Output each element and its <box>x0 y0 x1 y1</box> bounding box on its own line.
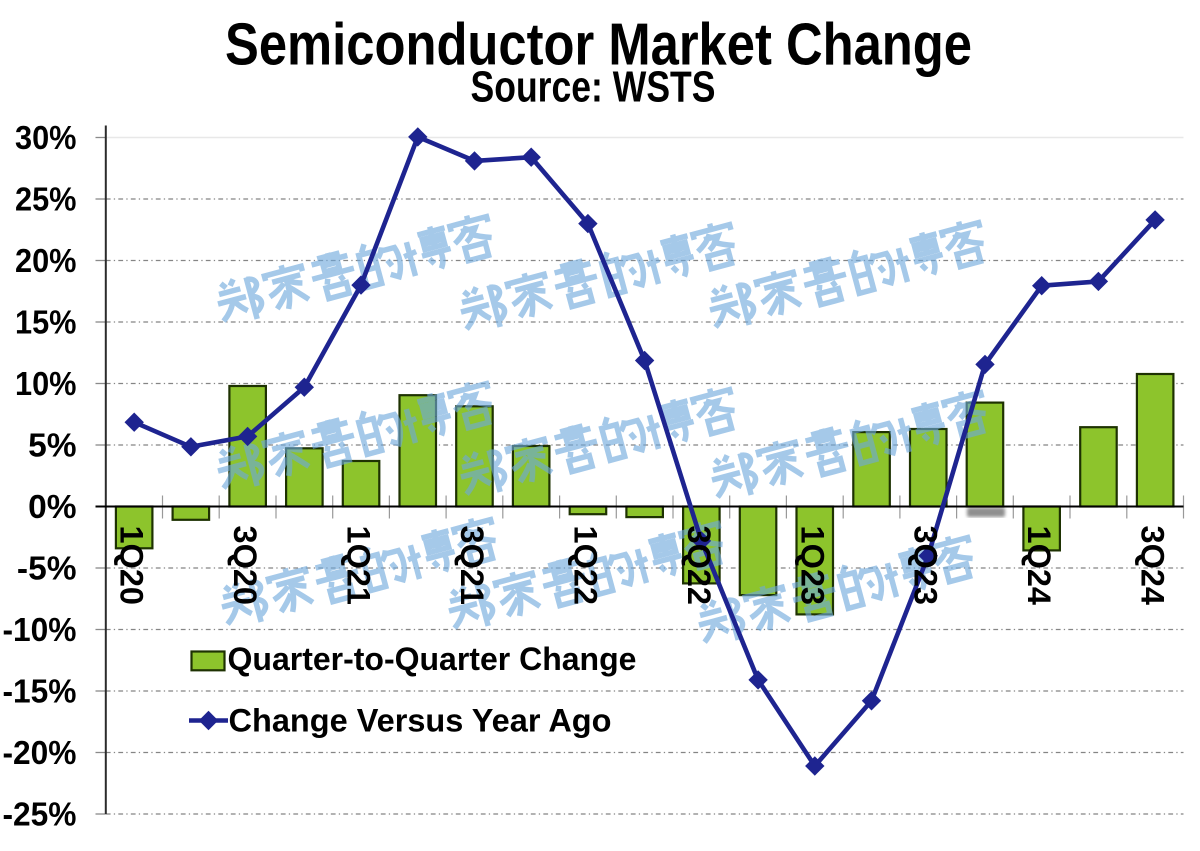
svg-text:3Q21: 3Q21 <box>454 526 490 606</box>
svg-text:-5%: -5% <box>17 551 77 588</box>
svg-text:5%: 5% <box>28 428 76 465</box>
svg-text:0%: 0% <box>28 489 76 526</box>
svg-text:3Q24: 3Q24 <box>1135 526 1171 606</box>
svg-text:15%: 15% <box>15 305 77 342</box>
svg-text:Source: WSTS: Source: WSTS <box>471 63 716 112</box>
svg-text:-25%: -25% <box>3 797 77 834</box>
svg-text:-15%: -15% <box>3 674 77 711</box>
svg-text:30%: 30% <box>15 120 77 157</box>
svg-text:1Q24: 1Q24 <box>1021 526 1057 606</box>
svg-text:1Q20: 1Q20 <box>114 526 150 606</box>
svg-text:1Q22: 1Q22 <box>567 526 603 606</box>
svg-text:1Q23: 1Q23 <box>794 526 830 606</box>
svg-text:3Q20: 3Q20 <box>227 526 263 606</box>
svg-text:3Q23: 3Q23 <box>908 526 944 606</box>
svg-text:10%: 10% <box>15 366 77 403</box>
svg-text:-10%: -10% <box>3 612 77 649</box>
svg-text:Quarter-to-Quarter Change: Quarter-to-Quarter Change <box>228 641 637 677</box>
svg-text:3Q22: 3Q22 <box>681 526 717 606</box>
svg-text:1Q21: 1Q21 <box>341 526 377 606</box>
svg-text:Semiconductor Market Change: Semiconductor Market Change <box>225 11 972 77</box>
svg-text:-20%: -20% <box>3 735 77 772</box>
svg-text:20%: 20% <box>15 243 77 280</box>
svg-text:25%: 25% <box>15 182 77 219</box>
svg-text:Change Versus Year Ago: Change Versus Year Ago <box>229 703 612 739</box>
